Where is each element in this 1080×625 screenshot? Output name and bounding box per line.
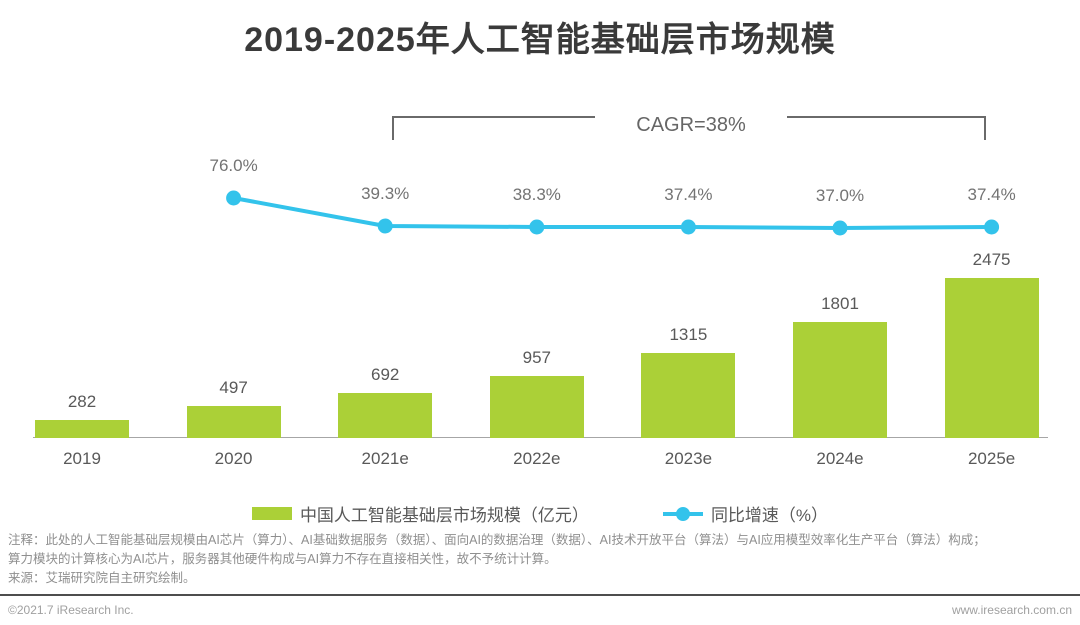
growth-label-2025e: 37.4% xyxy=(967,185,1016,204)
growth-label-2024e: 37.0% xyxy=(815,186,865,205)
bar-2020 xyxy=(186,406,281,438)
legend-item-growth-rate: 同比增速（%） xyxy=(662,501,829,526)
growth-point-2023e xyxy=(680,219,696,235)
footnotes: 注释：此处的人工智能基础层规模由AI芯片（算力）、AI基础数据服务（数据）、面向… xyxy=(8,531,1074,588)
note-line-1: 注释：此处的人工智能基础层规模由AI芯片（算力）、AI基础数据服务（数据）、面向… xyxy=(8,533,986,547)
x-axis-label-2021e: 2021e xyxy=(361,449,409,468)
bar-2023e xyxy=(641,353,736,438)
bar-value-2019: 282 xyxy=(67,392,97,411)
note-line-2: 算力模块的计算核心为AI芯片，服务器其他硬件构成与AI算力不存在直接相关性，故不… xyxy=(8,552,557,566)
bar-value-2020: 497 xyxy=(219,378,248,397)
growth-label-2023e: 37.4% xyxy=(664,185,713,204)
growth-label-2022e: 38.3% xyxy=(512,185,561,204)
growth-point-2024e xyxy=(832,220,848,236)
legend-item-market-size: 中国人工智能基础层市场规模（亿元） xyxy=(251,501,589,526)
bar-series-swatch-icon xyxy=(251,507,292,520)
chart-legend: 中国人工智能基础层市场规模（亿元） 同比增速（%） xyxy=(0,501,1080,526)
bar-value-2024e: 1801 xyxy=(821,294,859,313)
bar-2019 xyxy=(35,420,129,438)
x-axis-label-2023e: 2023e xyxy=(664,449,713,468)
growth-point-2021e xyxy=(377,218,393,234)
growth-point-2022e xyxy=(529,219,545,235)
growth-label-2020: 76.0% xyxy=(209,156,258,175)
line-series-marker-icon xyxy=(662,506,703,521)
x-axis-label-2020: 2020 xyxy=(214,449,253,468)
bar-2024e xyxy=(793,322,887,438)
bar-value-2023e: 1315 xyxy=(669,325,708,344)
x-axis-label-2022e: 2022e xyxy=(513,449,561,468)
footer-bar: ©2021.7 iResearch Inc. www.iresearch.com… xyxy=(0,594,1080,625)
growth-point-2025e xyxy=(984,219,1000,235)
bar-value-2025e: 2475 xyxy=(972,250,1011,269)
growth-label-2021e: 39.3% xyxy=(361,184,410,203)
copyright-text: ©2021.7 iResearch Inc. xyxy=(8,603,134,617)
x-axis-label-2019: 2019 xyxy=(63,449,101,468)
bar-2025e xyxy=(944,278,1039,438)
bar-2021e xyxy=(338,393,433,438)
legend-label-market-size: 中国人工智能基础层市场规模（亿元） xyxy=(299,506,589,525)
website-text: www.iresearch.com.cn xyxy=(951,603,1072,617)
bar-value-2021e: 692 xyxy=(371,365,400,384)
legend-label-growth-rate: 同比增速（%） xyxy=(710,506,829,525)
growth-point-2020 xyxy=(226,190,242,206)
source-line: 来源：艾瑞研究院自主研究绘制。 xyxy=(8,571,196,585)
page-title: 2019-2025年人工智能基础层市场规模 xyxy=(244,21,836,59)
bar-2022e xyxy=(489,376,584,438)
cagr-annotation: CAGR=38% xyxy=(636,114,746,136)
x-axis-label-2024e: 2024e xyxy=(816,449,864,468)
bar-value-2022e: 957 xyxy=(522,348,551,367)
x-axis-label-2025e: 2025e xyxy=(967,449,1016,468)
